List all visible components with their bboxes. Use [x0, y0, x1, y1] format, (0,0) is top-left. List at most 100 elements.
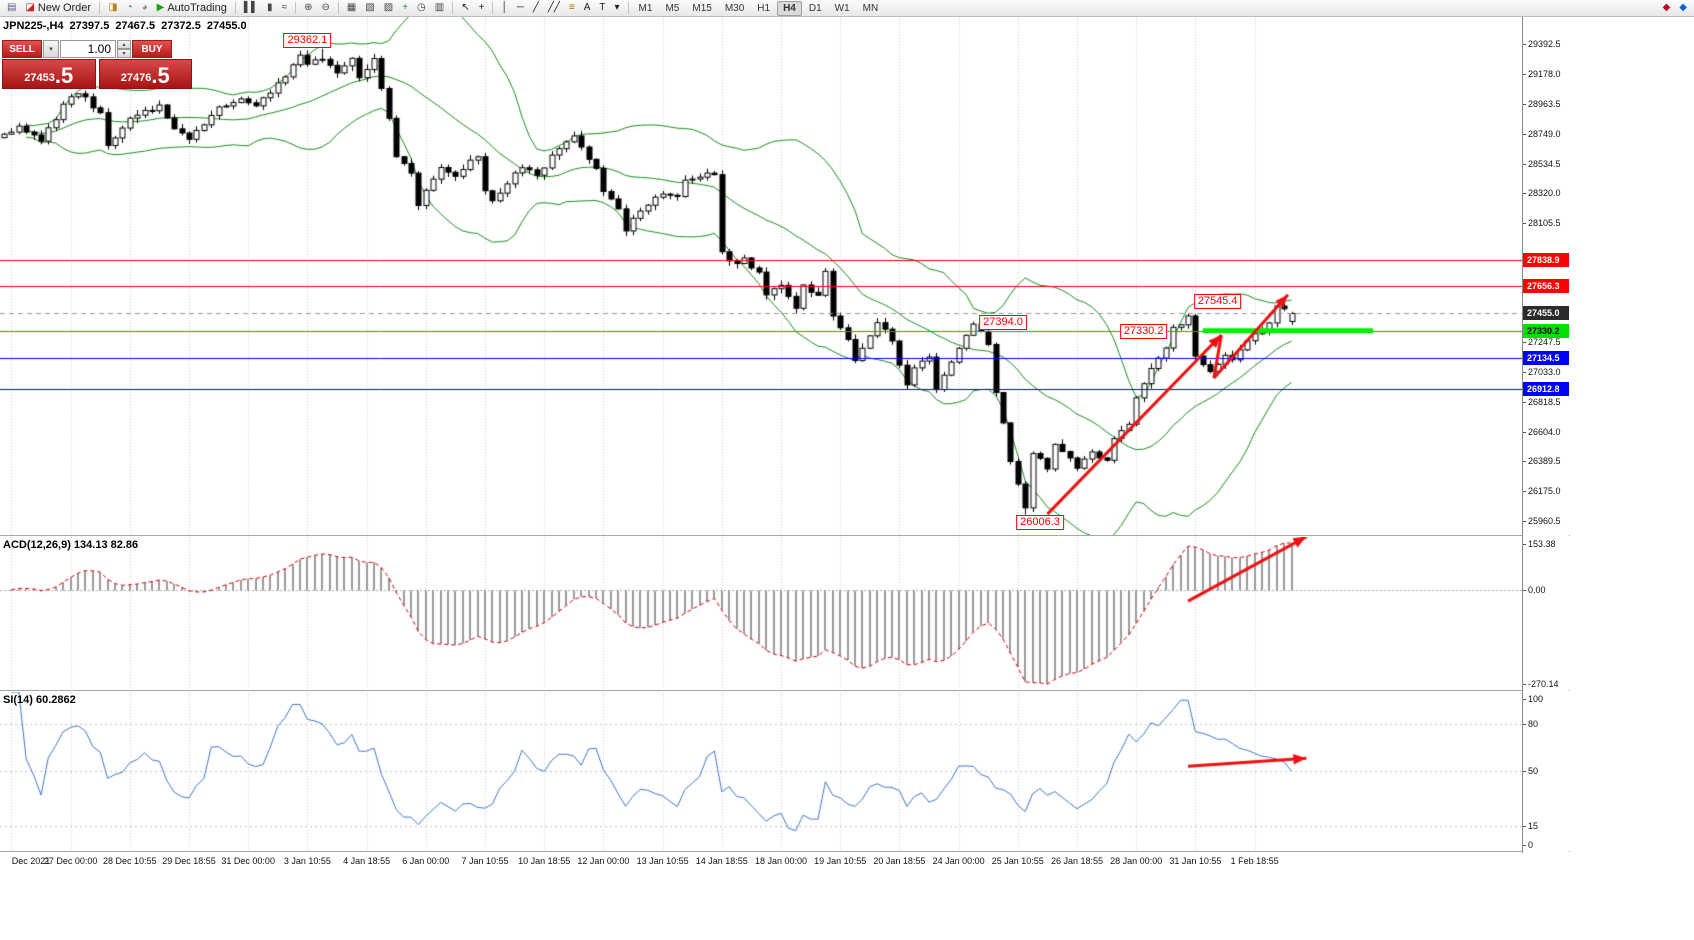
panel-splitter[interactable]: [0, 851, 1570, 852]
volume-up-button[interactable]: ▴: [117, 40, 131, 49]
equidistant-channel-icon: ╱╱: [547, 2, 560, 13]
volume-down-button[interactable]: ▾: [117, 49, 131, 58]
price-scale-tick: 26175.0: [1523, 486, 1561, 497]
buy-button[interactable]: BUY: [132, 40, 172, 58]
sell-price-button[interactable]: 27453.5: [2, 59, 96, 89]
price-chart-canvas[interactable]: [0, 17, 1522, 535]
time-axis-label: 29 Dec 18:55: [162, 856, 216, 866]
buy-price-button[interactable]: 27476.5: [98, 59, 192, 89]
horizontal-line-button[interactable]: ─: [513, 1, 528, 16]
crosshair-icon: +: [478, 2, 485, 13]
trade-panel-prices: 27453.5 27476.5: [2, 59, 192, 89]
close-value: 27455.0: [206, 20, 247, 32]
panel-splitter[interactable]: [0, 690, 1570, 691]
rsi-scale-label: 15: [1522, 821, 1539, 832]
horizontal-line-icon: ─: [516, 2, 524, 13]
main-toolbar: ▤ ◪ New Order ◨ ◔ ◕ ▶ AutoTrading ▌▌ ▮ ≈ ⊕ ⊖ ▦ ▧ ▨ + ◷ ▥ ↖ +…: [0, 0, 1694, 17]
chart-window-button[interactable]: ▤: [3, 1, 20, 16]
price-callout: 27330.2: [1119, 323, 1168, 339]
toolbar-separator: [234, 2, 236, 14]
new-order-button[interactable]: ◪ New Order: [21, 1, 95, 16]
timeframe-m15-button[interactable]: M15: [686, 1, 717, 16]
trendline-icon: ╱: [532, 2, 539, 13]
text-icon: A: [583, 2, 591, 13]
rsi-panel-canvas[interactable]: [0, 692, 1522, 850]
cursor-button[interactable]: ↖: [457, 1, 473, 16]
price-scale-tick: 29178.0: [1523, 69, 1561, 80]
crosshair-button[interactable]: +: [475, 1, 489, 16]
chart-templates-button[interactable]: ▨: [380, 1, 397, 16]
trendline-button[interactable]: ╱: [529, 1, 543, 16]
sell-button[interactable]: SELL: [2, 40, 42, 58]
timeframe-m5-button[interactable]: M5: [659, 1, 685, 16]
text-label-button[interactable]: T: [595, 1, 609, 16]
tile-windows-icon: ▦: [346, 2, 357, 13]
time-axis-label: 12 Jan 00:00: [577, 856, 630, 866]
timeframe-mn-button[interactable]: MN: [857, 1, 885, 16]
time-axis-label: Dec 2021: [11, 856, 51, 866]
alerts-icon: ◔: [126, 2, 133, 13]
text-button[interactable]: A: [580, 1, 595, 16]
price-callout: 29362.1: [283, 32, 332, 48]
panel-splitter[interactable]: [0, 535, 1570, 536]
price-level-tag: 27330.2: [1523, 323, 1569, 338]
tile-windows-button[interactable]: ▦: [343, 1, 360, 16]
timeframe-w1-button[interactable]: W1: [829, 1, 856, 16]
profiles-button[interactable]: ◨: [104, 1, 121, 16]
price-level-tag: 27656.3: [1523, 278, 1569, 293]
volume-input[interactable]: [60, 40, 116, 58]
price-scale[interactable]: 29392.5 29178.0 28963.5 28749.0 28534.5 28320…: [1522, 17, 1569, 853]
timeframe-m1-button[interactable]: M1: [633, 1, 659, 16]
timeframe-h1-button[interactable]: H1: [751, 1, 776, 16]
bar-chart-button[interactable]: ▌▌: [240, 1, 262, 16]
time-axis-label: 18 Jan 00:00: [754, 856, 808, 866]
zoom-in-button[interactable]: ⊕: [300, 1, 316, 16]
price-level-tag: 27838.9: [1523, 253, 1569, 268]
timeframe-h4-button[interactable]: H4: [777, 0, 802, 16]
price-scale-tick: 27033.0: [1523, 367, 1561, 378]
timeframe-m30-button[interactable]: M30: [719, 1, 750, 16]
docs-button[interactable]: ◆: [1659, 1, 1675, 16]
candlestick-chart-button[interactable]: ▮: [263, 1, 277, 16]
time-axis-label: 24 Jan 00:00: [932, 856, 985, 866]
metaeditor-button[interactable]: ◕: [138, 1, 152, 16]
timeframe-d1-button[interactable]: D1: [803, 1, 828, 16]
line-chart-button[interactable]: ≈: [278, 1, 292, 16]
price-scale-tick: 28534.5: [1523, 158, 1561, 169]
macd-panel-canvas[interactable]: [0, 537, 1522, 690]
fibonacci-button[interactable]: ≡: [565, 1, 579, 16]
volume-stepper: ▴ ▾: [117, 40, 131, 58]
add-indicator-button[interactable]: +: [398, 1, 412, 16]
toolbar-separator: [452, 2, 454, 14]
price-scale-tick: 25960.5: [1523, 516, 1561, 527]
price-scale-tick: 29392.5: [1523, 39, 1561, 50]
new-order-button-label: New Order: [37, 2, 92, 14]
autotrading-button[interactable]: ▶ AutoTrading: [153, 1, 231, 16]
arrow-objects-button[interactable]: ▾: [611, 1, 624, 16]
price-scale-tick: 28105.5: [1523, 218, 1561, 229]
vertical-line-button[interactable]: │: [497, 1, 511, 16]
chart-shift-icon: ▥: [434, 2, 445, 13]
new-order-icon: ◪: [25, 2, 35, 13]
price-level-tag: 27455.0: [1523, 306, 1569, 321]
time-axis-label: 20 Jan 18:55: [873, 856, 926, 866]
zoom-out-button[interactable]: ⊖: [317, 1, 333, 16]
equidistant-channel-button[interactable]: ╱╱: [544, 1, 564, 16]
price-callout: 26006.3: [1016, 514, 1064, 530]
period-clock-button[interactable]: ◷: [413, 1, 430, 16]
price-scale-tick: 28749.0: [1523, 128, 1561, 139]
price-scale-tick: 27247.5: [1523, 337, 1561, 348]
fibonacci-icon: ≡: [568, 2, 575, 13]
zoom-out-icon: ⊖: [321, 2, 330, 13]
alerts-button[interactable]: ◔: [123, 1, 137, 16]
price-scale-tick: 26389.5: [1523, 456, 1561, 467]
chart-shift-button[interactable]: ▥: [431, 1, 448, 16]
rsi-scale-label: 0: [1522, 840, 1534, 850]
time-axis[interactable]: Dec 2021 27 Dec 00:00 28 Dec 10:55 29 Dec 1…: [0, 853, 1570, 869]
community-button[interactable]: ◆: [1675, 1, 1691, 16]
new-chart-button[interactable]: ▧: [361, 1, 378, 16]
volume-dropdown-button[interactable]: ▾: [43, 40, 59, 58]
time-axis-label: 14 Jan 18:55: [695, 856, 748, 866]
price-callout: 27394.0: [979, 314, 1027, 330]
